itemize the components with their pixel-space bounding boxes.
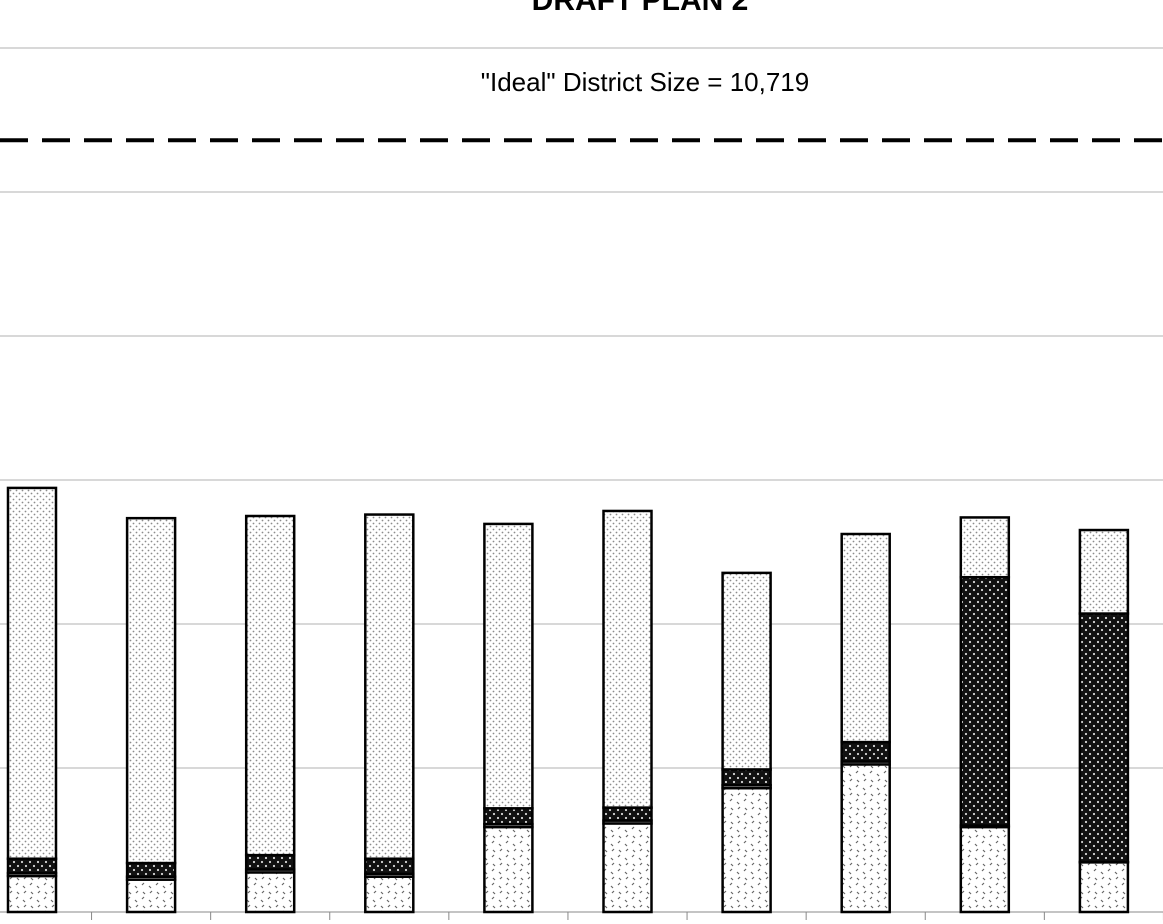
bar-segment-5-dark-dots [483,807,534,826]
bar-segment-2-dark-dots [125,861,177,878]
bar-segment-4-light-dots [364,513,415,860]
bars [6,486,1130,914]
ideal-size-label: "Ideal" District Size = 10,719 [481,67,809,97]
bar-segment-9-hatch-light [959,825,1011,914]
bar-segment-4-hatch-light [364,875,415,914]
bar-segment-4-dark-dots [364,857,415,876]
bar-segment-6-dark-dots [602,806,653,822]
bar-segment-10-dark-dots [1078,612,1130,864]
bar-segment-7-light-dots [721,571,772,771]
chart-title: DRAFT PLAN 2 [531,0,749,17]
bar-segment-8-light-dots [840,532,891,744]
reference-line-group: "Ideal" District Size = 10,719 [0,67,1163,143]
bar-segment-2-hatch-light [125,878,177,914]
bar-segment-8-hatch-light [840,763,891,914]
bar-segment-9-light-dots [959,516,1011,579]
bar-segment-1-dark-dots [6,857,58,875]
bar-segment-3-light-dots [244,514,296,857]
bar-segment-10-hatch-light [1078,861,1130,914]
bar-segment-3-hatch-light [244,871,296,914]
bar-segment-3-dark-dots [244,853,296,871]
bar-segment-1-light-dots [6,486,58,860]
bar-segment-5-light-dots [483,522,534,810]
bar-segment-7-hatch-light [721,786,772,914]
bar-segment-7-dark-dots [721,768,772,787]
bar-segment-9-dark-dots [959,575,1011,827]
bar-segment-5-hatch-light [483,825,534,914]
bar-segment-6-light-dots [602,509,653,809]
bar-segment-1-hatch-light [6,874,58,914]
bar-segment-10-light-dots [1078,528,1130,615]
bar-segment-2-light-dots [125,516,177,865]
bar-segment-8-dark-dots [840,740,891,763]
bar-segment-6-hatch-light [602,822,653,914]
